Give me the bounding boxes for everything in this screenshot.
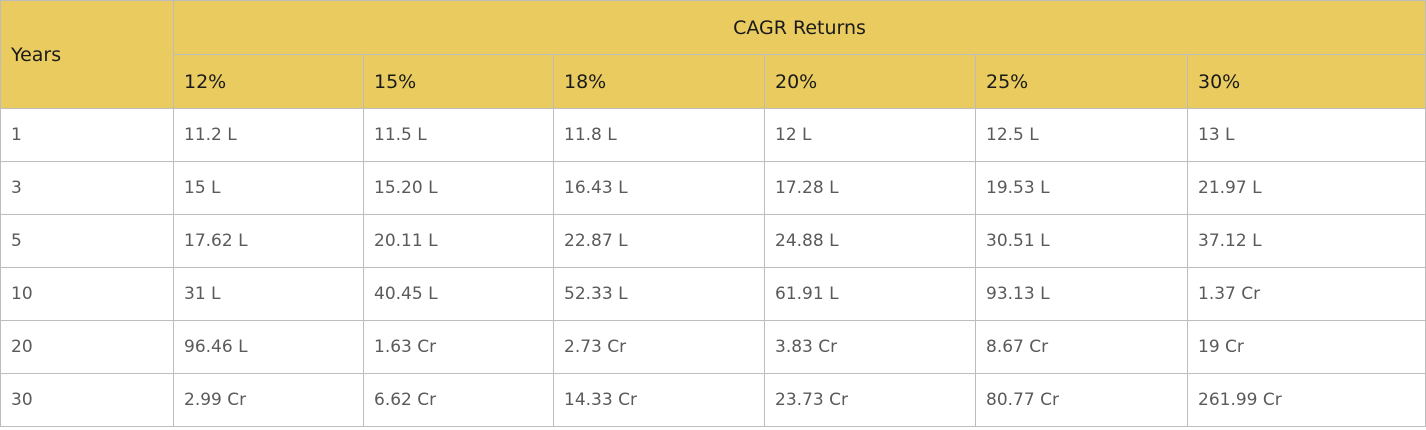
header-row-group: Years CAGR Returns <box>0 0 1426 109</box>
table-body: 1 11.2 L 11.5 L 11.8 L 12 L 12.5 L 13 L … <box>0 108 1426 427</box>
value-cell: 19.53 L <box>975 161 1188 215</box>
table-row: 10 31 L 40.45 L 52.33 L 61.91 L 93.13 L … <box>0 267 1426 321</box>
value-cell: 52.33 L <box>553 267 765 321</box>
rate-column-header: 20% <box>764 54 976 109</box>
value-cell: 30.51 L <box>975 214 1188 268</box>
years-cell: 30 <box>0 373 174 427</box>
value-cell: 6.62 Cr <box>363 373 554 427</box>
rate-column-header: 30% <box>1186 54 1426 109</box>
value-cell: 22.87 L <box>553 214 765 268</box>
years-cell: 20 <box>0 320 174 374</box>
value-cell: 24.88 L <box>764 214 976 268</box>
value-cell: 13 L <box>1186 108 1426 162</box>
years-cell: 10 <box>0 267 174 321</box>
value-cell: 16.43 L <box>553 161 765 215</box>
table-row: 30 2.99 Cr 6.62 Cr 14.33 Cr 23.73 Cr 80.… <box>0 373 1426 427</box>
value-cell: 11.5 L <box>363 108 554 162</box>
value-cell: 14.33 Cr <box>553 373 765 427</box>
table-row: 5 17.62 L 20.11 L 22.87 L 24.88 L 30.51 … <box>0 214 1426 268</box>
value-cell: 12 L <box>764 108 976 162</box>
value-cell: 11.8 L <box>553 108 765 162</box>
rate-column-header: 12% <box>173 54 364 109</box>
table-row: 3 15 L 15.20 L 16.43 L 17.28 L 19.53 L 2… <box>0 161 1426 215</box>
rate-column-header: 25% <box>975 54 1188 109</box>
value-cell: 40.45 L <box>363 267 554 321</box>
years-cell: 5 <box>0 214 174 268</box>
table-header: Years CAGR Returns 12% 15% 18% 20% 25% 3… <box>0 0 1426 109</box>
rate-column-header: 18% <box>553 54 765 109</box>
value-cell: 17.62 L <box>173 214 364 268</box>
cagr-returns-group-header: CAGR Returns <box>172 0 1426 55</box>
value-cell: 1.37 Cr <box>1186 267 1426 321</box>
value-cell: 80.77 Cr <box>975 373 1188 427</box>
value-cell: 21.97 L <box>1186 161 1426 215</box>
years-column-header: Years <box>0 0 174 109</box>
table-row: 1 11.2 L 11.5 L 11.8 L 12 L 12.5 L 13 L <box>0 108 1426 162</box>
value-cell: 96.46 L <box>173 320 364 374</box>
value-cell: 15.20 L <box>363 161 554 215</box>
value-cell: 12.5 L <box>975 108 1188 162</box>
table-row: 20 96.46 L 1.63 Cr 2.73 Cr 3.83 Cr 8.67 … <box>0 320 1426 374</box>
value-cell: 93.13 L <box>975 267 1188 321</box>
rate-column-header: 15% <box>363 54 554 109</box>
value-cell: 23.73 Cr <box>764 373 976 427</box>
years-cell: 3 <box>0 161 174 215</box>
value-cell: 19 Cr <box>1186 320 1426 374</box>
value-cell: 37.12 L <box>1186 214 1426 268</box>
value-cell: 15 L <box>173 161 364 215</box>
value-cell: 2.73 Cr <box>553 320 765 374</box>
header-row-rates: 12% 15% 18% 20% 25% 30% <box>1 54 1426 109</box>
value-cell: 8.67 Cr <box>975 320 1188 374</box>
value-cell: 261.99 Cr <box>1186 373 1426 427</box>
years-cell: 1 <box>0 108 174 162</box>
value-cell: 17.28 L <box>764 161 976 215</box>
value-cell: 31 L <box>173 267 364 321</box>
value-cell: 11.2 L <box>173 108 364 162</box>
value-cell: 20.11 L <box>363 214 554 268</box>
value-cell: 1.63 Cr <box>363 320 554 374</box>
value-cell: 3.83 Cr <box>764 320 976 374</box>
value-cell: 61.91 L <box>764 267 976 321</box>
value-cell: 2.99 Cr <box>173 373 364 427</box>
